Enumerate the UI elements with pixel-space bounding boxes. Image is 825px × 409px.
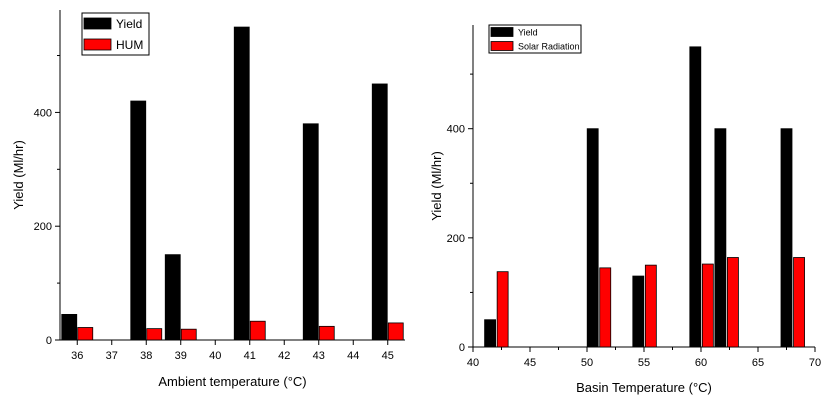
panel-2-x-axis-title: Basin Temperature (°C) <box>576 380 712 395</box>
panel-1-bar-yield <box>371 83 388 341</box>
panel-1-legend-label-hum: HUM <box>116 38 143 52</box>
panel-1-x-tick-label: 37 <box>106 350 118 362</box>
panel-1-x-axis-title: Ambient temperature (°C) <box>158 374 306 389</box>
panel-1-bar-yield <box>61 313 78 341</box>
panel-2-x-tick-label: 45 <box>524 357 536 369</box>
panel-2-bar-solar-radiation <box>793 257 805 348</box>
panel-2-legend-swatch-solar-radiation <box>490 41 514 51</box>
panel-2-bar-solar-radiation <box>599 267 612 348</box>
panel-1-x-tick-label: 38 <box>140 350 152 362</box>
panel-1-x-tick-label: 36 <box>71 350 83 362</box>
panel-1-x-tick-label: 43 <box>313 350 325 362</box>
panel-1-bar-hum <box>77 327 94 341</box>
panel-2-bar-yield <box>689 46 702 348</box>
panel-2-x-tick-label: 40 <box>467 357 479 369</box>
panel-2-y-tick-label: 400 <box>447 124 465 136</box>
panel-1-x-tick-label: 44 <box>347 350 359 362</box>
panel-2-bar-yield <box>586 128 599 348</box>
panel-1-legend-swatch-yield <box>83 17 112 30</box>
panel-2-bar-yield <box>714 128 727 348</box>
panel-1-bar-hum <box>146 328 163 341</box>
panel-1-bar-hum <box>249 320 266 341</box>
panel-1-legend-swatch-hum <box>83 38 112 51</box>
panel-1-y-tick-label: 0 <box>46 335 52 347</box>
panel-2-y-tick-label: 0 <box>459 342 465 354</box>
panel-2-legend-swatch-yield <box>490 27 514 37</box>
panel-1-x-tick-label: 39 <box>175 350 187 362</box>
panel-1-y-tick-label: 400 <box>34 107 52 119</box>
panel-1-y-axis-title: Yield (Ml/hr) <box>11 140 26 210</box>
panel-2-bar-yield <box>484 319 497 348</box>
panel-1-bar-yield <box>130 100 147 341</box>
panel-1-bar-hum <box>180 328 197 341</box>
panel-2-x-tick-label: 60 <box>695 357 707 369</box>
panel-1-bar-hum <box>318 325 335 341</box>
panel-2-bar-yield <box>780 128 793 348</box>
panel-2-x-tick-label: 70 <box>809 357 821 369</box>
panel-2-bar-solar-radiation <box>644 264 657 348</box>
panel-1-bar-hum <box>387 322 404 341</box>
panel-2-bar-solar-radiation <box>727 257 739 348</box>
panel-2-bar-solar-radiation <box>496 271 509 348</box>
panel-1-y-tick-label: 200 <box>34 221 52 233</box>
panel-2-bar-yield <box>632 275 645 348</box>
panel-1-legend-label-yield: Yield <box>116 17 142 31</box>
panel-2-x-tick-label: 55 <box>638 357 650 369</box>
panel-1-x-tick-label: 42 <box>278 350 290 362</box>
panel-2-y-axis-title: Yield (Ml/hr) <box>429 151 444 221</box>
panel-2-bar-solar-radiation <box>701 263 714 348</box>
panel-2-legend-label-yield: Yield <box>518 28 538 38</box>
panel-1-x-tick-label: 40 <box>209 350 221 362</box>
panel-1-bar-yield <box>233 26 250 341</box>
panel-2-y-tick-label: 200 <box>447 233 465 245</box>
panel-1-x-tick-label: 45 <box>382 350 394 362</box>
panel-2-x-tick-label: 65 <box>752 357 764 369</box>
panel-2-legend-label-solar-radiation: Solar Radiation <box>518 42 580 52</box>
panel-1-bar-yield <box>164 254 181 341</box>
panel-1-bar-yield <box>302 123 319 341</box>
panel-2-x-tick-label: 50 <box>581 357 593 369</box>
panel-1-x-tick-label: 41 <box>244 350 256 362</box>
